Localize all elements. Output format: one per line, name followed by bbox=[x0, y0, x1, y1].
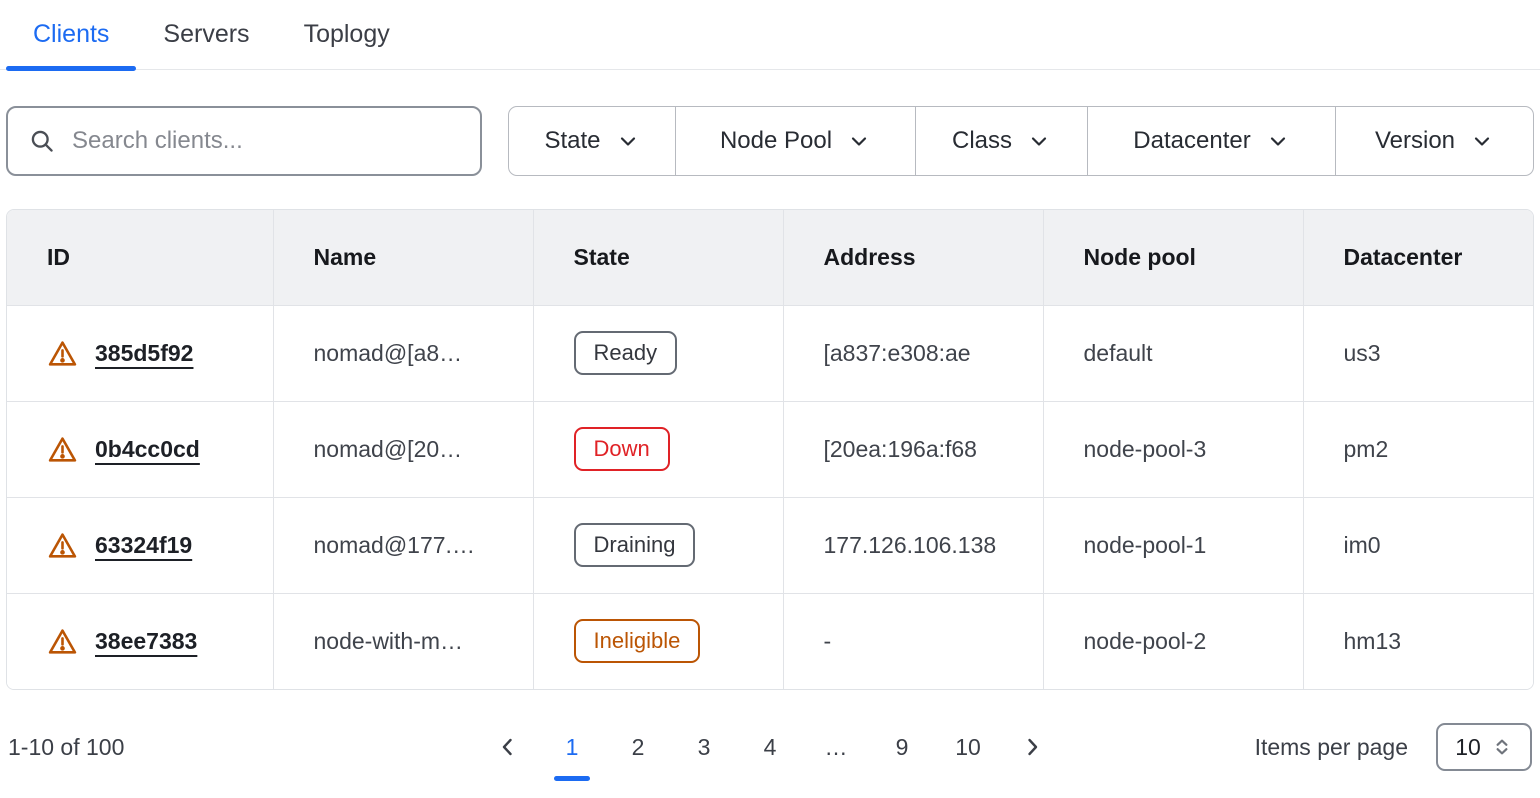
chevron-down-icon bbox=[616, 129, 640, 153]
filter-state[interactable]: State bbox=[509, 107, 675, 175]
table-row[interactable]: 38ee7383 node-with-m… Ineligible - node-… bbox=[7, 592, 1533, 689]
state-badge: Down bbox=[573, 427, 670, 471]
filter-version-label: Version bbox=[1374, 127, 1456, 154]
page-button[interactable]: 4 bbox=[763, 733, 777, 760]
client-datacenter: us3 bbox=[1302, 304, 1533, 401]
client-name: nomad@177.… bbox=[272, 496, 533, 593]
chevron-left-icon[interactable] bbox=[496, 735, 520, 759]
filter-version[interactable]: Version bbox=[1335, 107, 1533, 175]
client-node-pool: node-pool-3 bbox=[1042, 400, 1303, 497]
page-button[interactable]: 10 bbox=[955, 733, 981, 760]
client-node-pool: node-pool-1 bbox=[1042, 496, 1303, 593]
page-button[interactable]: 3 bbox=[697, 733, 711, 760]
client-datacenter: im0 bbox=[1302, 496, 1533, 593]
column-header-address: Address bbox=[782, 210, 1043, 305]
column-header-id: ID bbox=[7, 210, 273, 305]
column-header-name: Name bbox=[272, 210, 533, 305]
filter-node-pool[interactable]: Node Pool bbox=[675, 107, 915, 175]
client-name: node-with-m… bbox=[272, 592, 533, 689]
column-header-state: State bbox=[532, 210, 783, 305]
pagination-bar: 1-10 of 100 1 2 3 4 … 9 10 Items per pag… bbox=[8, 712, 1532, 782]
client-address: - bbox=[782, 592, 1043, 689]
filter-state-label: State bbox=[544, 127, 601, 154]
client-id-link[interactable]: 0b4cc0cd bbox=[95, 435, 200, 462]
filter-group: State Node Pool Class Datacenter Version bbox=[508, 106, 1534, 176]
pagination-ellipsis: … bbox=[824, 733, 848, 760]
client-name: nomad@[20… bbox=[272, 400, 533, 497]
table-row[interactable]: 385d5f92 nomad@[a8… Ready [a837:e308:ae … bbox=[7, 304, 1533, 401]
chevron-right-icon[interactable] bbox=[1020, 735, 1044, 759]
clients-table: ID Name State Address Node pool Datacent… bbox=[6, 209, 1534, 690]
stepper-icon bbox=[1491, 736, 1513, 758]
page-button[interactable]: 9 bbox=[895, 733, 909, 760]
items-per-page-select[interactable]: 10 bbox=[1436, 723, 1532, 771]
column-header-node-pool: Node pool bbox=[1042, 210, 1303, 305]
warning-triangle-icon bbox=[47, 530, 78, 561]
client-node-pool: node-pool-2 bbox=[1042, 592, 1303, 689]
items-per-page-value: 10 bbox=[1455, 733, 1481, 760]
table-header-row: ID Name State Address Node pool Datacent… bbox=[7, 210, 1533, 305]
table-row[interactable]: 63324f19 nomad@177.… Draining 177.126.10… bbox=[7, 496, 1533, 593]
chevron-down-icon bbox=[1266, 129, 1290, 153]
filter-datacenter-label: Datacenter bbox=[1133, 127, 1251, 154]
state-badge: Ready bbox=[573, 331, 678, 375]
state-badge: Ineligible bbox=[573, 619, 701, 664]
client-id-link[interactable]: 385d5f92 bbox=[95, 339, 194, 366]
tab-clients[interactable]: Clients bbox=[6, 0, 137, 71]
pagination-summary: 1-10 of 100 bbox=[8, 733, 125, 760]
client-name: nomad@[a8… bbox=[272, 304, 533, 401]
warning-triangle-icon bbox=[47, 338, 78, 369]
tab-servers[interactable]: Servers bbox=[163, 20, 250, 48]
table-row[interactable]: 0b4cc0cd nomad@[20… Down [20ea:196a:f68 … bbox=[7, 400, 1533, 497]
filter-class-label: Class bbox=[951, 127, 1012, 154]
state-badge: Draining bbox=[573, 523, 696, 567]
column-header-datacenter: Datacenter bbox=[1302, 210, 1533, 305]
chevron-down-icon bbox=[847, 129, 871, 153]
client-node-pool: default bbox=[1042, 304, 1303, 401]
items-per-page-label: Items per page bbox=[1254, 733, 1408, 760]
search-input[interactable] bbox=[72, 127, 460, 155]
tab-topology[interactable]: Toplogy bbox=[303, 20, 390, 48]
warning-triangle-icon bbox=[47, 626, 78, 657]
items-per-page: Items per page 10 bbox=[1255, 723, 1532, 771]
client-address: [20ea:196a:f68 bbox=[782, 400, 1043, 497]
filter-node-pool-label: Node Pool bbox=[719, 127, 833, 154]
toolbar: State Node Pool Class Datacenter Version bbox=[6, 106, 1534, 176]
search-box[interactable] bbox=[6, 106, 482, 176]
client-id-link[interactable]: 63324f19 bbox=[95, 531, 193, 558]
chevron-down-icon bbox=[1470, 129, 1494, 153]
client-address: [a837:e308:ae bbox=[782, 304, 1043, 401]
filter-datacenter[interactable]: Datacenter bbox=[1087, 107, 1335, 175]
client-address: 177.126.106.138 bbox=[782, 496, 1043, 593]
chevron-down-icon bbox=[1027, 129, 1051, 153]
search-icon bbox=[28, 127, 56, 155]
client-datacenter: hm13 bbox=[1302, 592, 1533, 689]
client-id-link[interactable]: 38ee7383 bbox=[95, 627, 198, 654]
page-button[interactable]: 2 bbox=[631, 733, 645, 760]
page-button[interactable]: 1 bbox=[554, 734, 590, 781]
tabbar: Clients Servers Toplogy bbox=[0, 0, 1540, 71]
pagination-pages: 1 2 3 4 … 9 10 bbox=[496, 733, 1044, 781]
client-datacenter: pm2 bbox=[1302, 400, 1533, 497]
filter-class[interactable]: Class bbox=[915, 107, 1087, 175]
warning-triangle-icon bbox=[47, 434, 78, 465]
